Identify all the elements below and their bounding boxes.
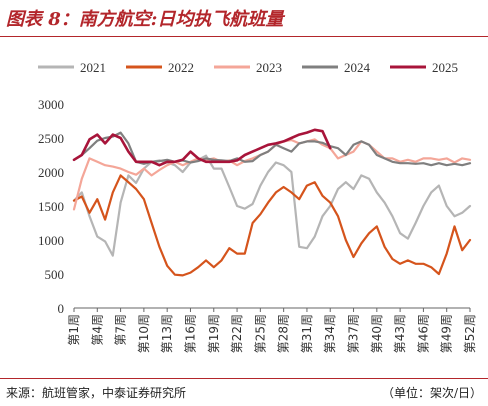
x-tick-label: 第28周 <box>277 314 291 353</box>
figure-title: 图表 8：南方航空:日均执飞航班量 <box>6 9 284 30</box>
x-tick-label: 第46周 <box>416 314 430 353</box>
y-tick-label: 2500 <box>38 131 64 146</box>
line-chart: 2021 2022 2023 2024 2025 0 500 1000 1500 2000 250… <box>38 60 477 353</box>
x-tick-label: 第22周 <box>230 314 244 353</box>
x-tick-label: 第34周 <box>323 314 337 353</box>
legend-label-2024: 2024 <box>344 60 371 75</box>
y-tick-label: 3000 <box>38 97 64 112</box>
x-tick-label: 第52周 <box>463 314 477 353</box>
unit-note: （单位：架次/日） <box>381 386 482 400</box>
chart-legend: 2021 2022 2023 2024 2025 <box>38 60 458 75</box>
y-axis: 0 500 1000 1500 2000 2500 3000 <box>38 97 64 316</box>
x-tick-label: 第43周 <box>393 314 407 353</box>
source-note: 来源：航班管家，中泰证券研究所 <box>6 386 187 400</box>
x-tick-label: 第13周 <box>160 314 174 353</box>
x-tick-label: 第40周 <box>370 314 384 353</box>
y-tick-label: 2000 <box>38 165 64 180</box>
title-rule <box>0 36 488 37</box>
y-tick-label: 0 <box>58 301 65 316</box>
x-tick-label: 第19周 <box>207 314 221 353</box>
series-line-2025 <box>72 128 332 167</box>
legend-label-2023: 2023 <box>256 60 282 75</box>
y-tick-label: 1000 <box>38 233 64 248</box>
x-tick-label: 第25周 <box>253 314 267 353</box>
x-tick-label: 第10周 <box>137 314 151 353</box>
x-tick-label: 第4周 <box>90 314 104 346</box>
x-tick-label: 第7周 <box>114 314 128 346</box>
y-tick-label: 500 <box>45 267 65 282</box>
x-tick-label: 第49周 <box>440 314 454 353</box>
footer: 来源：航班管家，中泰证券研究所 （单位：架次/日） <box>0 378 488 406</box>
x-tick-label: 第31周 <box>300 314 314 353</box>
legend-label-2022: 2022 <box>168 60 194 75</box>
legend-label-2025: 2025 <box>432 60 458 75</box>
series-line-2021 <box>72 154 472 257</box>
x-tick-label: 第37周 <box>347 314 361 353</box>
y-tick-label: 1500 <box>38 199 64 214</box>
x-tick-label: 第16周 <box>183 314 197 353</box>
x-axis: 第1周 第4周 第7周 第10周 第13周 第16周 第19周 第22周 第25周 第28周 第31… <box>67 307 477 353</box>
legend-label-2021: 2021 <box>80 60 106 75</box>
series-line-2022 <box>72 174 472 277</box>
title-bar: 图表 8：南方航空:日均执飞航班量 <box>0 0 488 36</box>
x-tick-label: 第1周 <box>67 314 81 346</box>
series-layer <box>72 128 472 277</box>
